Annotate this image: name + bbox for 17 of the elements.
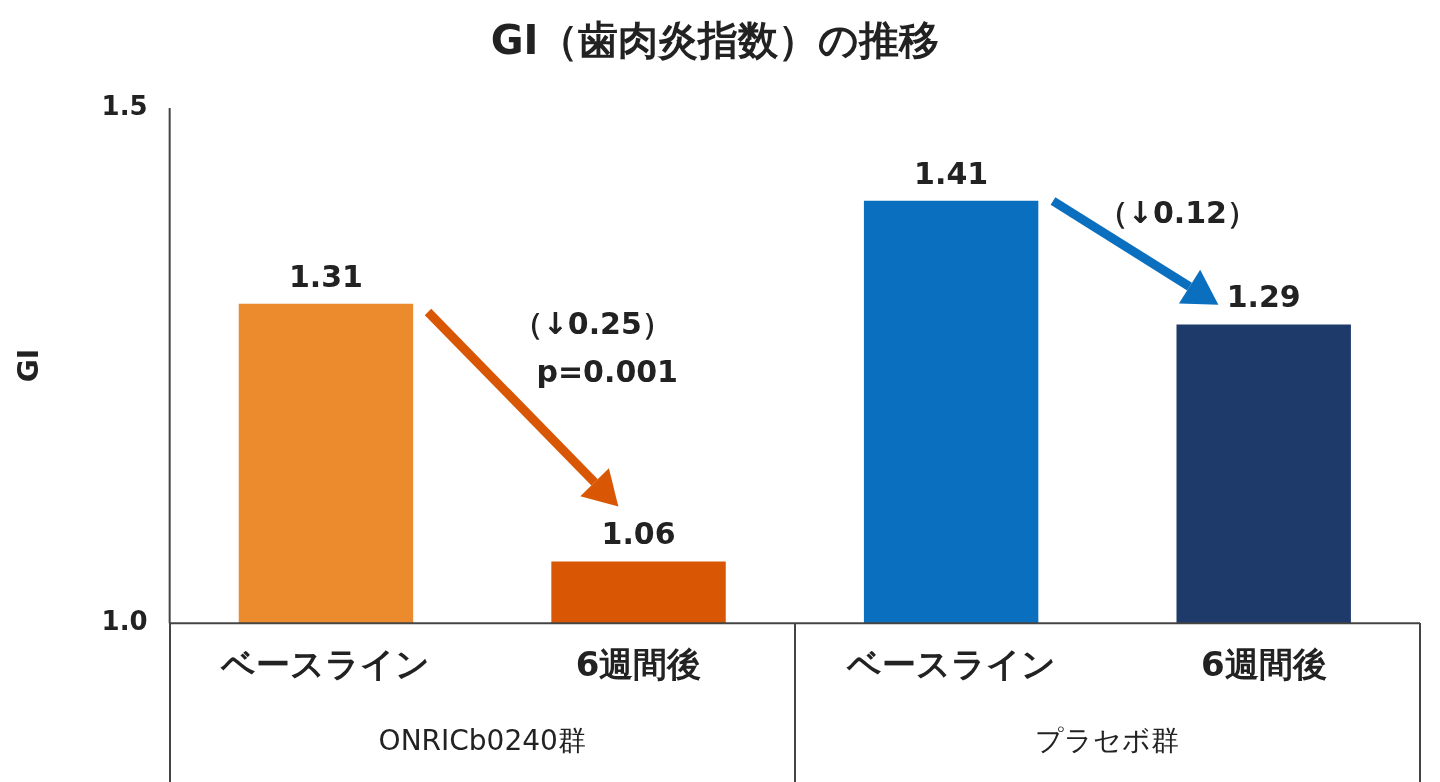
annotation: p=0.001 (536, 353, 678, 389)
x-tick-label: 6週間後 (575, 644, 702, 685)
x-tick-label: ベースライン (220, 644, 431, 685)
chart-title: GI（歯肉炎指数）の推移 (490, 17, 940, 64)
data-label: 1.31 (288, 258, 363, 294)
y-axis-title: GI (12, 348, 46, 383)
y-tick-label: 1.0 (101, 605, 148, 636)
annotation: （↓0.25） (512, 305, 672, 341)
x-tick-label: 6週間後 (1200, 644, 1327, 685)
text: プラセボ群 (1035, 724, 1180, 758)
text: ONRICb0240群 (378, 724, 586, 758)
x-tick-label: ベースライン (845, 644, 1056, 685)
data-label: 1.41 (914, 155, 989, 191)
annotation: （↓0.12） (1097, 194, 1257, 230)
data-label: 1.29 (1226, 279, 1301, 315)
data-label: 1.06 (601, 516, 676, 552)
y-tick-label: 1.5 (101, 90, 148, 121)
